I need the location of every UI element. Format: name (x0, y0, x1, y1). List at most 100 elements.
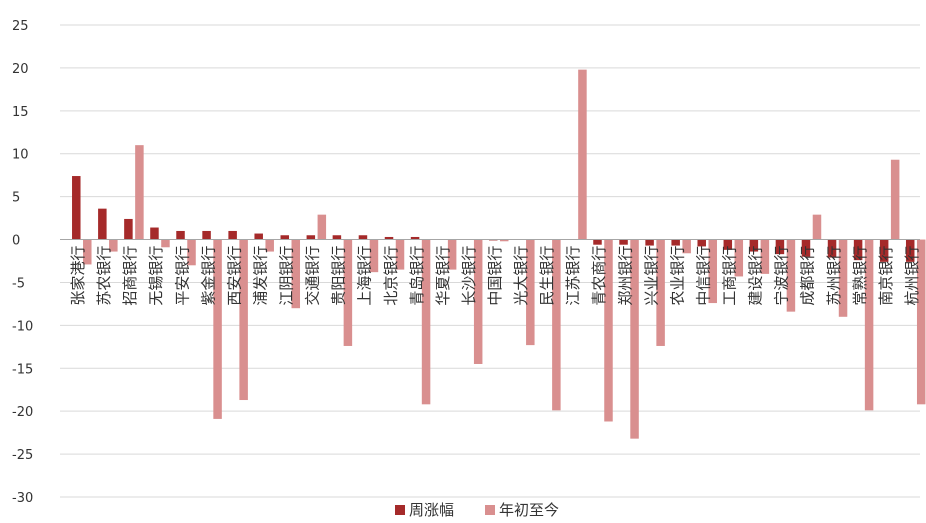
y-tick-label: -30 (12, 491, 33, 506)
bar-ytd-change (838, 239, 848, 317)
x-category-label: 无锡银行 (147, 246, 165, 306)
bar-ytd-change (578, 69, 587, 240)
bar-ytd-change (656, 239, 665, 346)
y-axis-tick-labels: 25 20 15 10 5 0 -5 -10 -15 -20 -25 -30 (12, 19, 33, 506)
bar-ytd-change (500, 239, 509, 242)
x-category-label: 成都银行 (799, 246, 817, 306)
x-category-label: 华夏银行 (434, 246, 452, 306)
bar-weekly-change (853, 239, 863, 261)
bar-weekly-change (879, 239, 889, 262)
x-category-label: 上海银行 (356, 246, 374, 306)
x-category-label: 江阴银行 (278, 246, 296, 306)
bar-ytd-change (239, 239, 248, 401)
bar-ytd-change (213, 239, 222, 419)
y-tick-label: 20 (12, 62, 29, 77)
bar-weekly-change (749, 239, 759, 252)
bar-weekly-change (72, 176, 81, 240)
y-tick-label: -10 (12, 319, 33, 334)
x-category-label: 张家港行 (69, 246, 87, 306)
x-category-label: 苏农银行 (95, 246, 113, 306)
legend-label-ytd: 年初至今 (499, 501, 559, 519)
x-axis-category-labels: 张家港行 苏农银行 招商银行 无锡银行 平安银行 紫金银行 西安银行 浦发银行 江阴银行 交通银行… (69, 246, 921, 306)
bar-ytd-change (812, 214, 822, 240)
bar-ytd-change (786, 239, 796, 312)
bar-ytd-change (343, 239, 353, 346)
x-category-label: 苏州银行 (825, 246, 843, 306)
bar-ytd-change (83, 239, 92, 265)
x-category-label: 青岛银行 (408, 246, 426, 306)
bar-ytd-change (760, 239, 770, 274)
x-category-label: 杭州银行 (903, 246, 921, 306)
bar-weekly-change (619, 239, 628, 245)
bar-weekly-change (280, 235, 290, 240)
y-tick-label: 15 (12, 105, 29, 120)
x-category-label: 宁波银行 (773, 246, 791, 306)
x-category-label: 郑州银行 (616, 246, 634, 306)
x-category-label: 工商银行 (721, 246, 739, 306)
x-category-label: 紫金银行 (199, 246, 217, 306)
x-category-label: 招商银行 (121, 246, 139, 306)
x-category-label: 西安银行 (225, 246, 243, 306)
legend-swatch-ytd (485, 505, 495, 515)
x-category-label: 常熟银行 (851, 246, 869, 306)
y-tick-label: 5 (12, 191, 20, 206)
bar-weekly-change (775, 239, 785, 255)
bar-weekly-change (228, 230, 237, 240)
bar-ytd-change (369, 239, 379, 273)
x-category-label: 长沙银行 (460, 246, 478, 306)
bar-ytd-change (526, 239, 535, 346)
legend-swatch-weekly (395, 505, 405, 515)
bar-weekly-change (176, 230, 185, 240)
x-category-label: 江苏银行 (564, 246, 582, 306)
bar-ytd-change (708, 239, 717, 304)
bar-ytd-change (864, 239, 874, 411)
bar-weekly-change (593, 239, 602, 245)
bar-ytd-change (135, 145, 144, 240)
bar-weekly-change (905, 239, 915, 262)
bar-ytd-change (447, 239, 457, 270)
bar-ytd-change (552, 239, 561, 411)
bar-weekly-change (254, 233, 263, 240)
bar-ytd-change (682, 239, 691, 254)
y-tick-label: 0 (12, 234, 20, 249)
x-category-label: 中信银行 (694, 246, 712, 306)
bar-weekly-change (150, 227, 159, 240)
x-category-label: 贵阳银行 (330, 246, 348, 306)
bar-weekly-change (697, 239, 706, 247)
x-category-label: 浦发银行 (251, 246, 269, 306)
bar-ytd-change (317, 214, 327, 240)
y-tick-label: -20 (12, 405, 33, 420)
bar-ytd-change (604, 239, 613, 422)
legend: 周涨幅 年初至今 (395, 501, 559, 519)
bar-ytd-change (161, 239, 170, 248)
bar-ytd-change (421, 239, 431, 405)
bar-weekly-change (827, 239, 837, 258)
bar-ytd-change (916, 239, 926, 405)
bar-weekly-change (645, 239, 654, 246)
bar-weekly-change (801, 239, 811, 257)
bar-ytd-change (890, 159, 900, 240)
y-tick-label: 10 (12, 148, 29, 163)
bar-weekly-change (384, 236, 394, 240)
x-category-label: 平安银行 (173, 246, 191, 306)
x-category-label: 南京银行 (877, 246, 895, 306)
y-tick-label: -25 (12, 448, 33, 463)
legend-label-weekly: 周涨幅 (409, 501, 454, 519)
y-tick-label: -5 (12, 276, 25, 291)
bar-weekly-change (410, 236, 420, 240)
x-category-label: 民生银行 (538, 246, 556, 306)
x-category-label: 交通银行 (304, 246, 322, 306)
bar-ytd-change (630, 239, 639, 439)
bar-ytd-change (395, 239, 405, 270)
bar-series (72, 69, 926, 439)
bar-weekly-change (671, 239, 680, 246)
x-category-label: 北京银行 (382, 246, 400, 306)
bar-ytd-change (187, 239, 196, 266)
bar-weekly-change (358, 235, 368, 240)
gridlines (60, 24, 920, 498)
x-category-label: 青农商行 (590, 246, 608, 306)
bar-ytd-change (265, 239, 274, 252)
bar-ytd-change (291, 239, 301, 309)
